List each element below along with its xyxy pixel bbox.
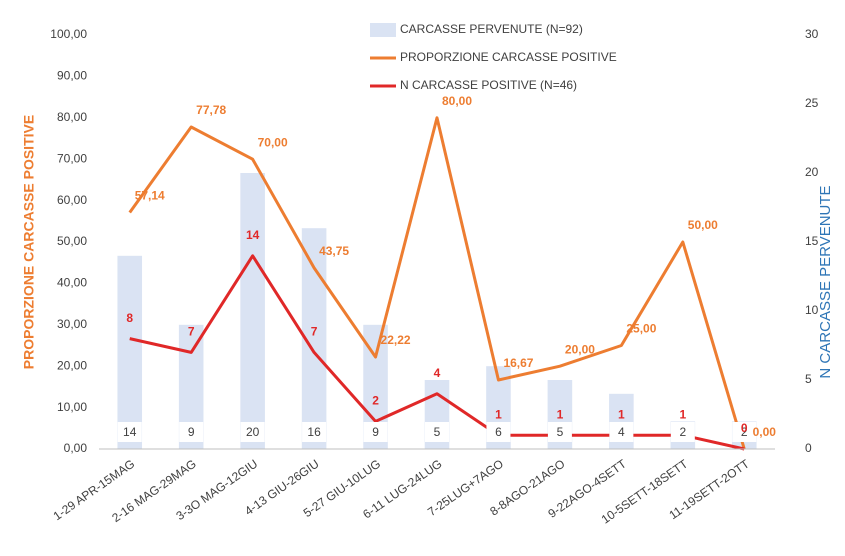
data-label: 57,14 [135,189,165,203]
y2-tick-label: 30 [805,27,819,41]
y-tick-label: 60,00 [57,193,87,207]
y-tick-label: 90,00 [57,69,87,83]
data-label: 1 [495,407,502,421]
data-label: 16 [307,425,321,439]
y-axis-title: PROPORZIONE CARCASSE POSITIVE [21,115,37,369]
y2-tick-label: 0 [805,441,812,455]
data-label-box [179,422,204,442]
data-label: 2 [741,425,748,439]
data-label: 14 [246,228,260,242]
data-label-box [117,422,142,442]
data-label: 1 [557,407,564,421]
data-label: 20 [246,425,260,439]
y-tick-label: 40,00 [57,276,87,290]
data-label: 5 [434,425,441,439]
data-label: 50,00 [688,218,718,232]
data-label: 5 [557,425,564,439]
data-label: 9 [372,425,379,439]
legend-label: N CARCASSE POSITIVE (N=46) [400,78,577,92]
y-tick-label: 10,00 [57,400,87,414]
data-label: 14 [123,425,137,439]
y2-tick-label: 25 [805,96,819,110]
legend-swatch [370,23,396,37]
y-tick-label: 100,00 [50,27,87,41]
y2-tick-label: 20 [805,165,819,179]
legend-label: CARCASSE PERVENUTE (N=92) [400,22,583,36]
data-label: 0,00 [753,425,777,439]
data-label: 77,78 [196,103,226,117]
data-label: 25,00 [626,322,656,336]
data-label: 4 [434,366,441,380]
data-label: 0 [741,421,748,435]
data-label-box [547,422,572,442]
line [128,116,746,450]
data-label-box [240,422,265,442]
y2-tick-label: 15 [805,234,819,248]
data-label: 7 [311,325,318,339]
y2-tick-label: 5 [805,372,812,386]
data-label-box [670,422,695,442]
data-label: 9 [188,425,195,439]
legend-label: PROPORZIONE CARCASSE POSITIVE [400,50,617,64]
data-label-box [732,422,757,442]
data-label: 16,67 [503,356,533,370]
data-label: 20,00 [565,342,595,356]
line [129,254,745,451]
y-tick-label: 80,00 [57,110,87,124]
y-tick-label: 70,00 [57,151,87,165]
data-label: 43,75 [319,244,349,258]
data-label: 1 [618,407,625,421]
data-label: 2 [372,394,379,408]
y-tick-label: 50,00 [57,234,87,248]
data-label: 6 [495,425,502,439]
data-label: 80,00 [442,94,472,108]
y2-tick-label: 10 [805,303,819,317]
y-tick-label: 0,00 [64,441,88,455]
bar [117,255,143,449]
data-label-box [425,422,449,442]
data-label-box [486,422,511,442]
data-label: 8 [126,311,133,325]
data-label: 2 [679,425,686,439]
data-label: 1 [679,407,686,421]
y-tick-label: 30,00 [57,317,87,331]
y2-axis-title: N CARCASSE PERVENUTE [817,185,834,378]
data-label-box [363,422,388,442]
data-label-box [302,422,327,442]
data-label-box [609,422,634,442]
data-label: 22,22 [381,333,411,347]
bar [240,173,265,449]
data-label: 70,00 [258,135,288,149]
data-label: 4 [618,425,625,439]
y-tick-label: 20,00 [57,358,87,372]
data-label: 7 [188,325,195,339]
